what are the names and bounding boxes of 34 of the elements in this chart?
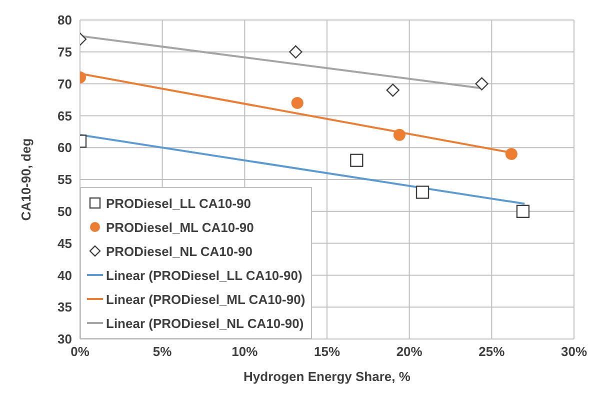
x-axis-title: Hydrogen Energy Share, % (244, 369, 411, 384)
y-tick-label: 45 (58, 236, 72, 251)
y-tick-label: 55 (58, 172, 72, 188)
x-tick-label: 5% (152, 344, 172, 360)
point (291, 96, 304, 109)
y-tick-label: 50 (58, 204, 72, 220)
point (393, 128, 406, 141)
y-tick-label: 65 (58, 108, 72, 124)
legend-label: Linear (PRODiesel_ML CA10-90) (106, 292, 306, 306)
y-tick-label: 30 (58, 332, 72, 347)
point (289, 45, 302, 58)
point (516, 204, 530, 218)
x-tick-label: 30% (560, 344, 588, 360)
point (475, 77, 488, 90)
legend-label: PRODiesel_NL CA10-90 (106, 244, 252, 258)
legend-label: PRODiesel_LL CA10-90 (106, 196, 251, 210)
point (416, 186, 430, 199)
legend-label: Linear (PRODiesel_LL CA10-90) (106, 268, 302, 282)
y-tick-label: 80 (58, 12, 72, 28)
x-tick-label: 15% (314, 344, 340, 360)
x-tick-label: 25% (478, 344, 506, 360)
y-tick-label: 35 (58, 300, 72, 315)
x-tick-label: 10% (232, 344, 258, 360)
legend-label: Linear (PRODiesel_NL CA10-90) (106, 316, 304, 330)
point (505, 148, 518, 160)
y-tick-label: 70 (58, 76, 72, 92)
y-axis-title: CA10-90, deg (18, 138, 34, 221)
y-tick-label: 60 (58, 140, 72, 156)
y-tick-label: 75 (58, 44, 72, 60)
x-tick-label: 0% (70, 344, 90, 360)
legend-label: PRODiesel_ML CA10-90 (106, 220, 254, 234)
point (350, 154, 364, 167)
y-tick-label: 40 (58, 268, 72, 283)
x-tick-label: 20% (396, 344, 423, 360)
